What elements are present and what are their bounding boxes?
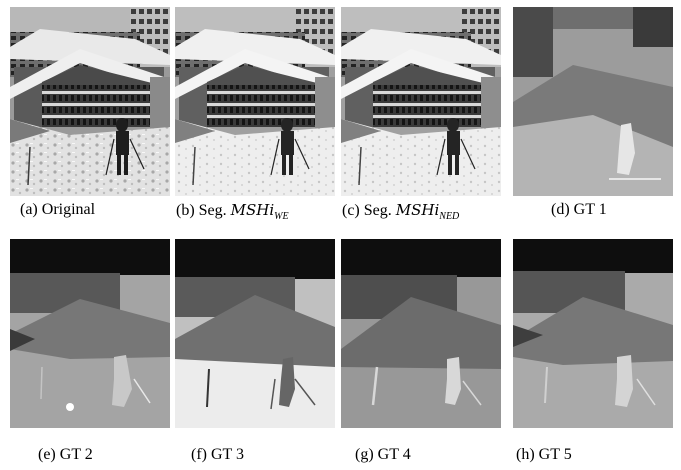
caption-d: (d) GT 1 [551, 201, 607, 218]
panel-h-gt5-image [513, 239, 673, 428]
caption-b-subscript: WE [274, 211, 289, 222]
panel-g-gt4-image [341, 239, 501, 428]
panel-a-original-image [10, 7, 170, 196]
panel-c-segmentation-ned-image [341, 7, 501, 196]
caption-b-prefix: (b) Seg. [176, 202, 231, 219]
caption-c-subscript: NED [439, 211, 460, 222]
caption-f: (f) GT 3 [191, 446, 245, 463]
caption-b: (b) Seg. MSHiWE [176, 198, 289, 222]
caption-b-math: MSHi [230, 201, 275, 219]
caption-c: (c) Seg. MSHiNED [342, 198, 459, 222]
caption-a: (a) Original [20, 201, 96, 218]
panel-b-segmentation-we-image [175, 7, 335, 196]
panel-d-gt1-image [513, 7, 673, 196]
caption-c-prefix: (c) Seg. [342, 202, 396, 219]
caption-c-math: MSHi [395, 201, 440, 219]
caption-g: (g) GT 4 [355, 446, 411, 463]
panel-e-gt2-image [10, 239, 170, 428]
caption-e: (e) GT 2 [38, 446, 93, 463]
panel-f-gt3-image [175, 239, 335, 428]
caption-h: (h) GT 5 [516, 446, 572, 463]
